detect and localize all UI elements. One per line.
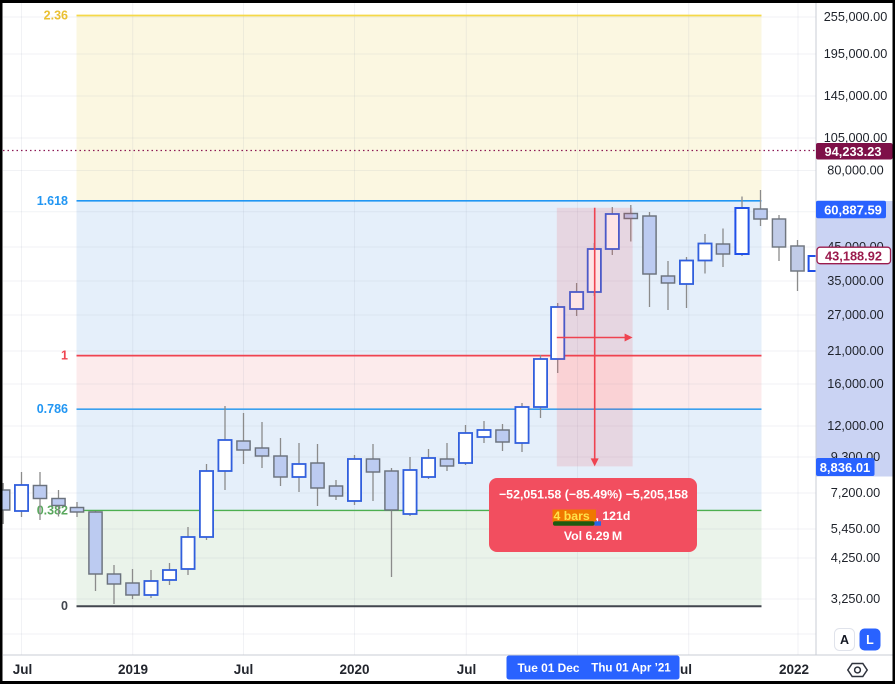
svg-text:94,233.23: 94,233.23 xyxy=(825,144,882,159)
svg-text:, 121d: , 121d xyxy=(596,509,631,523)
svg-text:195,000.00: 195,000.00 xyxy=(824,47,888,61)
svg-text:1.618: 1.618 xyxy=(37,194,68,208)
svg-text:27,000.00: 27,000.00 xyxy=(827,308,883,322)
svg-text:2020: 2020 xyxy=(339,662,369,677)
svg-text:145,000.00: 145,000.00 xyxy=(824,89,888,103)
svg-text:−52,051.58 (−85.49%) −5,205,15: −52,051.58 (−85.49%) −5,205,158 xyxy=(499,488,688,502)
svg-text:16,000.00: 16,000.00 xyxy=(827,377,883,391)
svg-text:2019: 2019 xyxy=(118,662,148,677)
svg-text:Jul: Jul xyxy=(234,662,254,677)
svg-text:Jul: Jul xyxy=(13,662,33,677)
svg-text:255,000.00: 255,000.00 xyxy=(824,10,888,24)
svg-text:0.382: 0.382 xyxy=(37,503,68,517)
svg-text:Jul: Jul xyxy=(457,662,477,677)
svg-text:A: A xyxy=(840,633,849,647)
svg-text:4,250.00: 4,250.00 xyxy=(831,551,880,565)
svg-text:0: 0 xyxy=(61,599,68,613)
svg-text:43,188.92: 43,188.92 xyxy=(825,248,882,263)
svg-text:L: L xyxy=(866,633,874,647)
svg-text:8,836.01: 8,836.01 xyxy=(820,460,871,475)
svg-text:0.786: 0.786 xyxy=(37,402,68,416)
svg-text:12,000.00: 12,000.00 xyxy=(827,419,883,433)
svg-text:Vol 6.29 M: Vol 6.29 M xyxy=(564,529,622,543)
svg-text:Thu 01 Apr ’21: Thu 01 Apr ’21 xyxy=(591,662,671,675)
svg-text:4 bars: 4 bars xyxy=(554,509,590,523)
svg-text:105,000.00: 105,000.00 xyxy=(824,131,888,145)
svg-text:35,000.00: 35,000.00 xyxy=(827,274,883,288)
svg-text:80,000.00: 80,000.00 xyxy=(827,164,883,178)
svg-text:1: 1 xyxy=(61,349,68,363)
svg-text:5,450.00: 5,450.00 xyxy=(831,522,880,536)
svg-text:21,000.00: 21,000.00 xyxy=(827,344,883,358)
svg-text:2022: 2022 xyxy=(779,662,809,677)
svg-text:3,250.00: 3,250.00 xyxy=(831,592,880,606)
svg-text:Tue 01 Dec: Tue 01 Dec xyxy=(518,661,580,675)
svg-text:2.36: 2.36 xyxy=(44,9,68,23)
svg-text:7,200.00: 7,200.00 xyxy=(831,486,880,500)
svg-text:60,887.59: 60,887.59 xyxy=(824,202,882,217)
